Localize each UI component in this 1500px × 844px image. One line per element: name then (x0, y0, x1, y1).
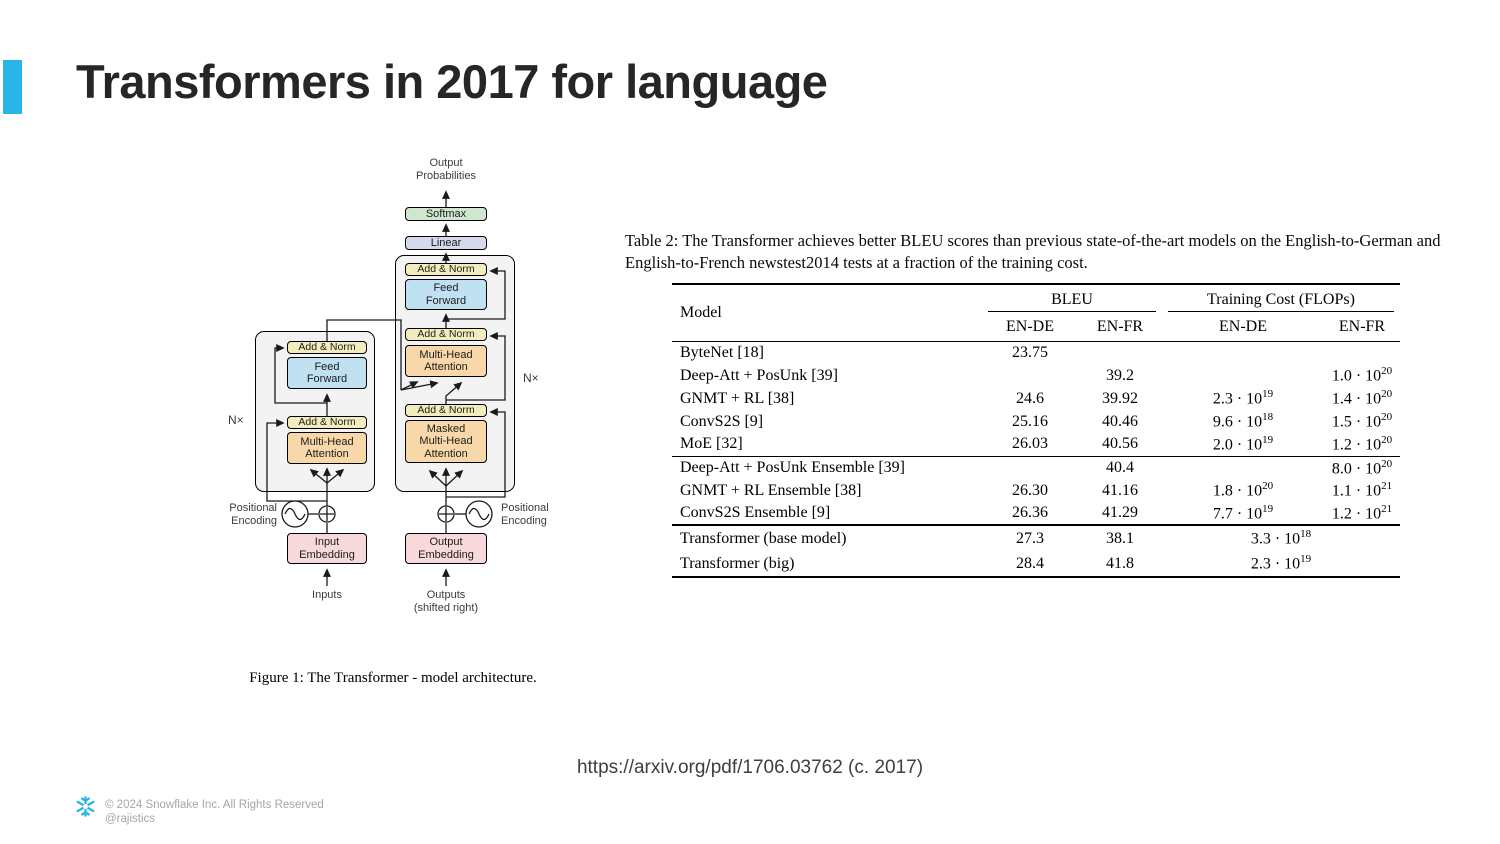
output-probabilities-label: Output Probabilities (416, 157, 476, 182)
column-header-bleu-en-fr: EN-FR (1096, 318, 1144, 336)
table-row: Transformer (base model) 27.3 38.1 3.3 ·… (672, 524, 1400, 551)
table-row: Transformer (big) 28.4 41.8 2.3 · 1019 (680, 553, 1312, 573)
encoder-multi-head-attention-box: Multi-Head Attention (287, 432, 367, 464)
softmax-box: Softmax (405, 207, 487, 221)
positional-encoding-left-label: Positional Encoding (229, 502, 277, 527)
decoder-add-norm-1-box: Add & Norm (405, 404, 487, 417)
table-row: Deep-Att + PosUnk Ensemble [39] 40.4 8.0… (672, 455, 1400, 479)
transformer-architecture-figure: Output Probabilities Softmax Linear Add … (215, 152, 571, 702)
arxiv-citation: https://arxiv.org/pdf/1706.03762 (c. 201… (576, 757, 924, 778)
bleu-results-table: Model BLEU Training Cost (FLOPs) EN-DE E… (672, 283, 1400, 578)
decoder-n-times-label: N× (523, 371, 539, 385)
masked-multi-head-attention-box: Masked Multi-Head Attention (405, 420, 487, 463)
table-row: MoE [32] 26.03 40.56 2.0 · 1019 1.2 · 10… (680, 434, 1393, 454)
column-header-cost-en-de: EN-DE (1219, 318, 1267, 336)
encoder-feed-forward-box: Feed Forward (287, 357, 367, 389)
page-title: Transformers in 2017 for language (76, 55, 828, 108)
decoder-add-norm-3-box: Add & Norm (405, 263, 487, 276)
input-embedding-box: Input Embedding (287, 533, 367, 564)
outputs-label: Outputs (shifted right) (413, 589, 479, 614)
title-accent-bar (3, 60, 22, 114)
inputs-label: Inputs (312, 589, 342, 601)
social-handle: @rajistics (105, 813, 156, 826)
encoder-block (255, 331, 375, 492)
output-embedding-box: Output Embedding (405, 533, 487, 564)
table-row: GNMT + RL Ensemble [38] 26.30 41.16 1.8 … (680, 480, 1393, 500)
positional-encoding-right-label: Positional Encoding (501, 502, 549, 527)
table-row: Deep-Att + PosUnk [39] 39.2 1.0 · 1020 (680, 365, 1393, 385)
column-header-cost-en-fr: EN-FR (1338, 318, 1386, 336)
linear-box: Linear (405, 236, 487, 250)
footer-copyright: © 2024 Snowflake Inc. All Rights Reserve… (105, 798, 324, 827)
snowflake-logo-icon (76, 796, 95, 817)
column-group-training-cost: Training Cost (FLOPs) (1162, 284, 1400, 314)
decoder-multi-head-attention-box: Multi-Head Attention (405, 345, 487, 377)
copyright-text: © 2024 Snowflake Inc. All Rights Reserve… (105, 799, 324, 811)
column-header-model: Model (680, 303, 722, 321)
decoder-feed-forward-box: Feed Forward (405, 279, 487, 310)
encoder-add-norm-2-box: Add & Norm (287, 341, 367, 354)
encoder-n-times-label: N× (228, 413, 244, 427)
table-row: ConvS2S Ensemble [9] 26.36 41.29 7.7 · 1… (680, 502, 1393, 523)
decoder-add-norm-2-box: Add & Norm (405, 328, 487, 341)
column-group-bleu: BLEU (982, 284, 1162, 314)
encoder-add-norm-1-box: Add & Norm (287, 416, 367, 429)
table-row: GNMT + RL [38] 24.6 39.92 2.3 · 1019 1.4… (680, 388, 1393, 408)
figure-caption: Figure 1: The Transformer - model archit… (249, 670, 537, 686)
table-caption: Table 2: The Transformer achieves better… (625, 231, 1441, 272)
table-row: ConvS2S [9] 25.16 40.46 9.6 · 1018 1.5 ·… (680, 411, 1393, 431)
table-row: ByteNet [18] 23.75 (672, 340, 1400, 364)
column-header-bleu-en-de: EN-DE (1006, 318, 1054, 336)
